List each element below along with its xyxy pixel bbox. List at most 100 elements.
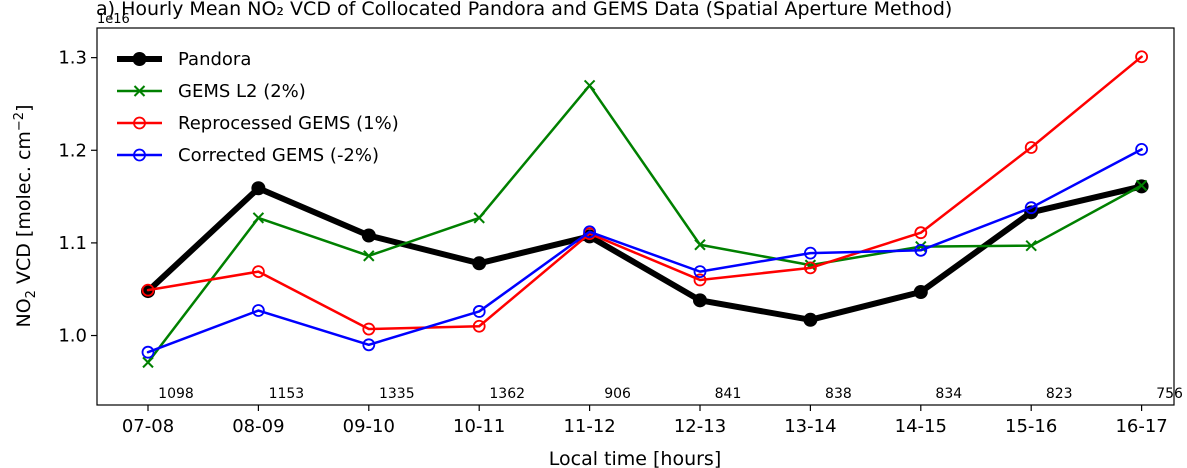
legend-item: Corrected GEMS (-2%) (117, 145, 379, 166)
count-label: 834 (935, 386, 962, 402)
data-point (363, 250, 375, 262)
legend-label: GEMS L2 (2%) (178, 81, 306, 102)
scale-label: 1e16 (97, 12, 130, 27)
count-label: 1362 (489, 386, 525, 402)
x-tick-label: 14-15 (895, 416, 947, 437)
y-axis-label-rest: VCD [molec. cm (13, 131, 35, 290)
legend-label: Pandora (178, 49, 251, 70)
legend-label: Reprocessed GEMS (1%) (178, 113, 399, 134)
data-point (1025, 239, 1037, 252)
data-point (693, 293, 707, 308)
data-point (362, 322, 376, 336)
data-point-stroke (363, 250, 375, 262)
y-tick-label: 1.1 (58, 233, 87, 254)
data-point (361, 228, 376, 243)
count-label: 756 (1156, 386, 1183, 402)
data-point-stroke (1025, 239, 1037, 252)
svg-text:NO2 VCD [molec. cm−2]: NO2 VCD [molec. cm−2] (12, 104, 39, 327)
data-point-stroke (252, 212, 265, 224)
data-point (141, 345, 155, 359)
data-point (252, 212, 265, 224)
series-line (145, 183, 1145, 323)
x-tick-label: 13-14 (784, 416, 836, 437)
data-point (914, 243, 928, 257)
data-point (132, 52, 147, 66)
data-point (1024, 141, 1038, 154)
data-point-stroke (1135, 179, 1148, 192)
x-tick-label: 08-09 (232, 416, 284, 437)
axis-ticks: 07-08 08-09 09-10 10-11 11-12 12-13 13-14 14-15… (58, 48, 1167, 437)
y-tick-label: 1.3 (58, 48, 87, 69)
data-point-stroke (133, 85, 146, 97)
y-tick-label: 1.0 (58, 326, 87, 347)
data-point (804, 261, 817, 275)
series-line (146, 84, 1143, 364)
series-1 (142, 79, 1148, 369)
data-point-stroke (694, 239, 706, 251)
series-3 (141, 142, 1148, 359)
count-label: 823 (1046, 386, 1073, 402)
x-tick-label: 11-12 (563, 416, 615, 437)
data-point (133, 85, 146, 97)
data-point-stroke (142, 356, 154, 369)
chart-title: a) Hourly Mean NO₂ VCD of Collocated Pan… (96, 0, 952, 20)
data-point (914, 226, 928, 240)
legend-item: Reprocessed GEMS (1%) (117, 113, 399, 134)
data-point (583, 79, 596, 92)
x-tick-label: 12-13 (674, 416, 726, 437)
data-point-stroke (473, 212, 485, 224)
x-tick-label: 09-10 (343, 416, 395, 437)
count-label: 1335 (379, 386, 415, 402)
data-point (694, 239, 706, 251)
x-tick-label: 16-17 (1115, 416, 1167, 437)
series-line (146, 148, 1143, 354)
data-point (472, 305, 486, 318)
data-point (472, 319, 486, 333)
data-point (133, 116, 146, 130)
x-axis-label: Local time [hours] (549, 448, 722, 468)
y-axis-label: NO2 VCD [molec. cm−2] (12, 104, 39, 327)
data-point (693, 265, 707, 279)
y-axis-label-sup: −2 (12, 112, 27, 131)
data-point-stroke (583, 79, 596, 92)
data-point (1135, 50, 1148, 64)
data-point (472, 256, 487, 271)
x-tick-label: 15-16 (1005, 416, 1057, 437)
data-point (141, 283, 155, 297)
count-label: 906 (604, 386, 631, 402)
data-point (133, 148, 146, 162)
data-point (1135, 142, 1148, 156)
y-tick-label: 1.2 (58, 140, 87, 161)
data-point (1135, 179, 1148, 192)
data-point (913, 284, 928, 299)
y-axis-label-main: NO (13, 298, 35, 327)
series-2 (141, 50, 1148, 336)
count-label: 841 (715, 386, 742, 402)
data-point (362, 338, 376, 352)
count-label: 1153 (269, 386, 305, 402)
data-point (804, 246, 817, 260)
legend-label: Corrected GEMS (-2%) (178, 145, 379, 166)
data-point (803, 312, 818, 327)
plot-content: 1098 1153 1335 1362 906 841 838 834 823 756 (141, 50, 1183, 402)
data-point (693, 273, 707, 287)
plot-frame (96, 27, 1175, 406)
count-label: 1098 (158, 386, 194, 402)
data-point (142, 356, 154, 369)
data-point (1024, 201, 1038, 215)
series-line (146, 55, 1143, 331)
data-point (251, 265, 265, 279)
y-axis-label-end: ] (13, 104, 35, 111)
legend-item: GEMS L2 (2%) (117, 81, 306, 102)
data-point (251, 181, 266, 196)
legend-item: Pandora (117, 49, 251, 70)
x-tick-label: 10-11 (453, 416, 505, 437)
data-point (251, 304, 265, 317)
data-point (583, 225, 596, 239)
count-label: 838 (825, 386, 852, 402)
x-tick-label: 07-08 (122, 416, 174, 437)
legend: Pandora GEMS L2 (2%) Reprocessed GEMS (1%)… (117, 49, 399, 166)
y-axis-label-sub: 2 (24, 290, 39, 298)
data-point (473, 212, 485, 224)
